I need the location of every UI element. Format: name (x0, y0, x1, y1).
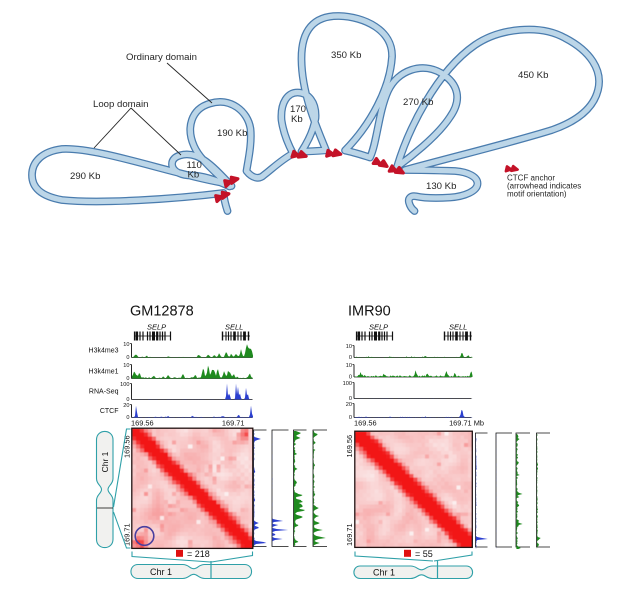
svg-text:0: 0 (126, 355, 129, 361)
svg-text:130 Kb: 130 Kb (426, 181, 456, 192)
svg-text:H3k4me1: H3k4me1 (89, 369, 119, 376)
svg-text:169.56: 169.56 (131, 419, 154, 428)
svg-text:RNA-Seq: RNA-Seq (89, 389, 119, 396)
svg-text:Loop domain: Loop domain (93, 99, 148, 110)
svg-text:= 218: = 218 (187, 549, 210, 559)
svg-text:169.56: 169.56 (354, 419, 377, 428)
svg-text:Chr 1: Chr 1 (100, 451, 110, 472)
svg-text:0: 0 (349, 355, 352, 361)
svg-text:IMR90: IMR90 (348, 304, 391, 320)
svg-text:0: 0 (126, 415, 129, 421)
svg-text:169.71: 169.71 (345, 523, 354, 546)
svg-text:190 Kb: 190 Kb (217, 128, 247, 139)
svg-text:GM12878: GM12878 (130, 304, 194, 320)
svg-text:Chr 1: Chr 1 (373, 568, 395, 578)
svg-text:100: 100 (120, 382, 129, 388)
svg-text:= 55: = 55 (415, 549, 433, 559)
svg-text:10: 10 (123, 342, 129, 348)
svg-text:10: 10 (346, 344, 352, 350)
svg-text:169.71: 169.71 (122, 523, 131, 546)
svg-text:20: 20 (346, 402, 352, 408)
svg-text:169.71: 169.71 (222, 419, 245, 428)
svg-text:Kb: Kb (188, 170, 200, 181)
svg-text:Chr 1: Chr 1 (150, 567, 172, 577)
svg-text:Kb: Kb (291, 114, 303, 125)
svg-text:20: 20 (123, 403, 129, 409)
svg-text:10: 10 (346, 363, 352, 369)
svg-text:SELL: SELL (449, 323, 467, 332)
svg-text:100: 100 (343, 381, 352, 387)
svg-text:10: 10 (123, 363, 129, 369)
svg-text:0: 0 (349, 375, 352, 381)
svg-text:SELL: SELL (225, 323, 243, 332)
svg-text:SELP: SELP (147, 323, 166, 332)
svg-text:SELP: SELP (369, 323, 388, 332)
svg-text:motif orientation): motif orientation) (507, 190, 567, 199)
svg-text:Ordinary domain: Ordinary domain (126, 52, 197, 63)
svg-text:270 Kb: 270 Kb (403, 97, 433, 108)
svg-text:0: 0 (349, 415, 352, 421)
svg-text:169.56: 169.56 (345, 435, 354, 458)
svg-text:290 Kb: 290 Kb (70, 171, 100, 182)
svg-text:169.71 Mb: 169.71 Mb (449, 419, 484, 428)
svg-text:350 Kb: 350 Kb (331, 50, 361, 61)
svg-text:450 Kb: 450 Kb (518, 70, 548, 81)
svg-text:CTCF: CTCF (100, 408, 119, 415)
svg-text:H3k4me3: H3k4me3 (89, 348, 119, 355)
